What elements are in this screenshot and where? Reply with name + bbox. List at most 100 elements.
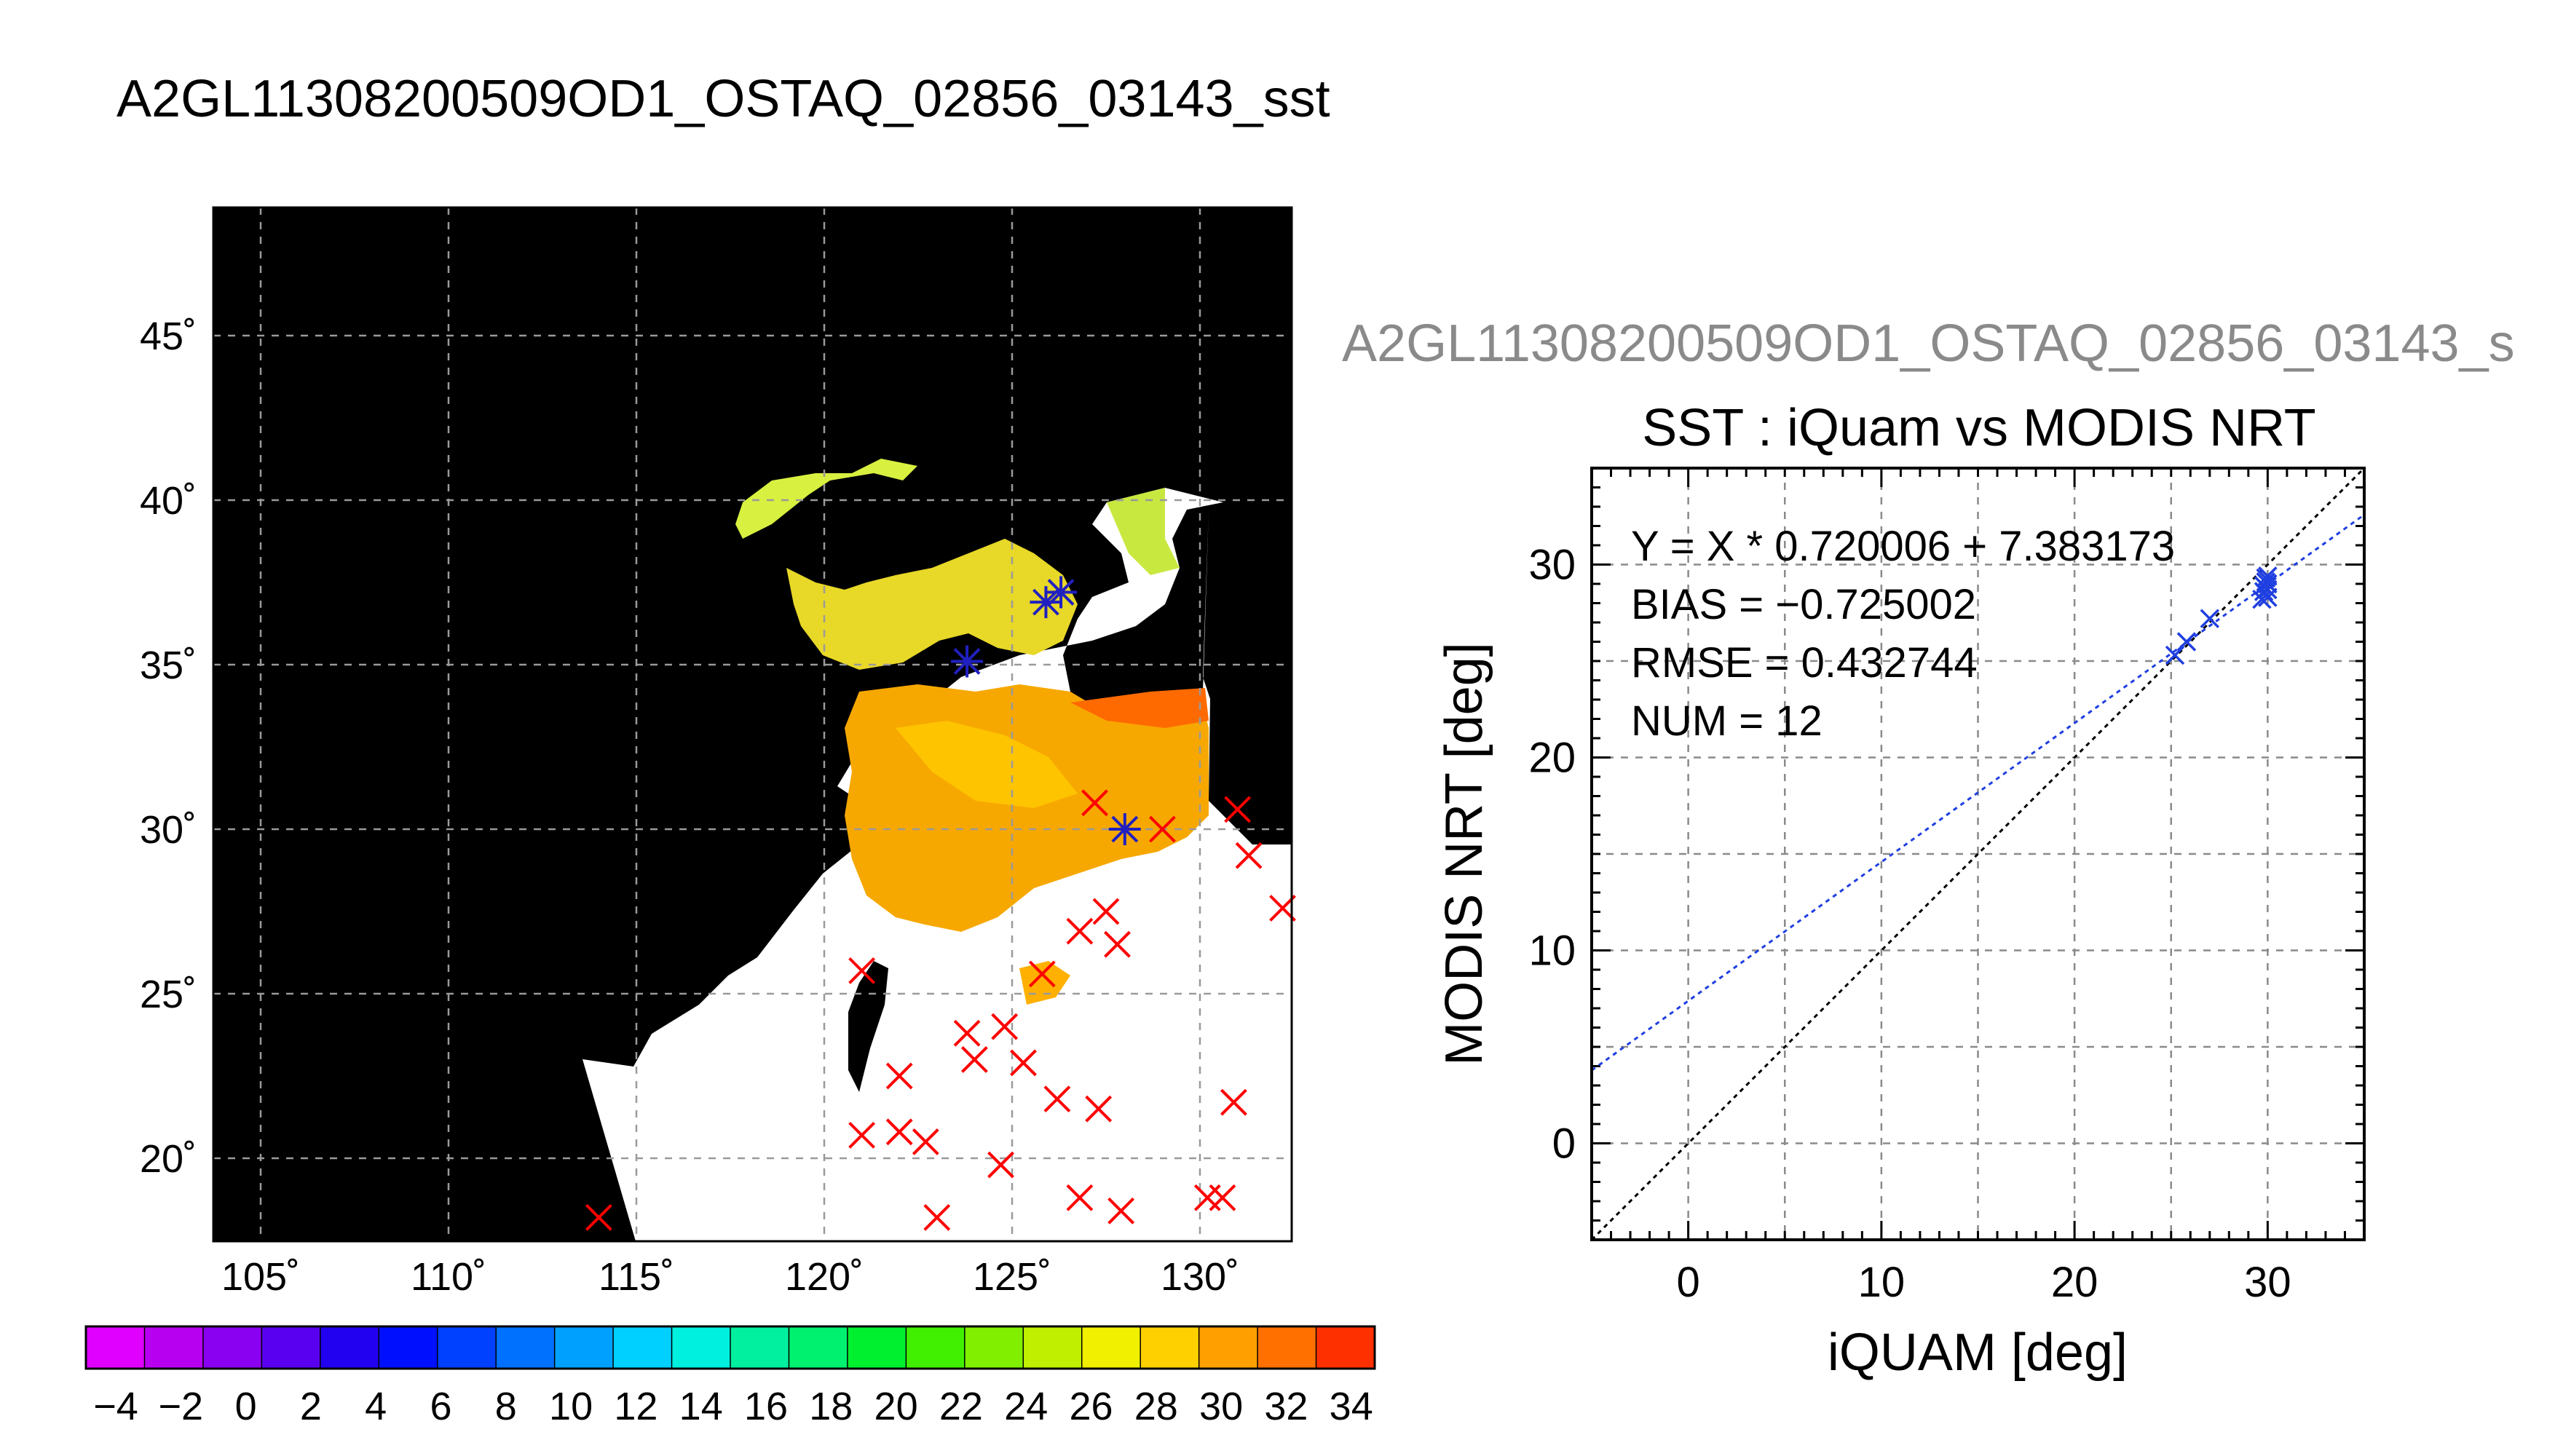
scatter-point [2258, 574, 2278, 594]
lon-tick-label: 130˚ [1161, 1255, 1239, 1299]
colorbar-swatch [1257, 1326, 1317, 1369]
colorbar-frame [84, 1325, 1376, 1370]
colorbar-swatch [789, 1326, 848, 1369]
scatter-point [2258, 587, 2278, 607]
map-marker-red [1066, 1184, 1094, 1211]
scatter-title: SST : iQuam vs MODIS NRT [1642, 399, 2316, 457]
colorbar-swatch [320, 1326, 379, 1369]
map-marker-red [1220, 1088, 1247, 1116]
map-marker-red [848, 957, 876, 984]
scatter-point [2165, 645, 2185, 665]
colorbar-label: 6 [430, 1385, 451, 1428]
x-tick-label: 10 [1858, 1259, 1906, 1306]
lon-tick-label: 110˚ [411, 1255, 486, 1299]
map-marker-red [1104, 930, 1131, 958]
colorbar-label: 32 [1264, 1385, 1308, 1428]
map-marker-red [1209, 1184, 1236, 1211]
sst-map: 105˚ 110˚ 115˚ 120˚ 125˚ 130˚ 20˚ 25˚ 30… [140, 206, 1296, 1299]
sst-yellow-patch [896, 721, 1078, 808]
lat-tick-label: 45˚ [140, 314, 197, 358]
map-marker-red [1010, 1049, 1037, 1077]
map-marker-red [1028, 960, 1056, 988]
colorbar-swatch [261, 1326, 321, 1369]
colorbar-label: 34 [1330, 1385, 1373, 1428]
map-marker-red [1066, 917, 1094, 945]
map-frame [212, 206, 1293, 1243]
x-axis-label: iQUAM [deg] [1828, 1324, 2128, 1382]
map-markers [585, 576, 1296, 1231]
sst-yellow-sea [786, 539, 1078, 670]
colorbar-label: −4 [93, 1385, 138, 1428]
map-marker-red [912, 1128, 939, 1155]
map-marker-red [848, 1121, 876, 1149]
colorbar-label: 12 [614, 1385, 657, 1428]
colorbar-swatch [906, 1326, 965, 1369]
map-marker-red [1224, 796, 1252, 823]
scatter-plot: 0 10 20 30 0 10 20 30 Y = X * 0.720006 + 7.3831… [1435, 467, 2366, 1382]
lat-tick-labels: 20˚ 25˚ 30˚ 35˚ 40˚ 45˚ [140, 314, 197, 1181]
map-marker-red [1092, 898, 1120, 925]
colorbar: −4 −2 0 2 4 6 8 10 12 14 16 18 20 22 24 26 28 30 32 34 [84, 1325, 1376, 1428]
scatter-point [2258, 579, 2278, 600]
scatter-point [2200, 609, 2220, 628]
scatter-file-label: A2GL11308200509OD1_OSTAQ_02856_03143_s [1342, 314, 2515, 373]
sst-bohai [735, 459, 917, 539]
scatter-point [2258, 566, 2278, 586]
map-marker-red [1043, 1085, 1071, 1113]
colorbar-swatch [202, 1326, 262, 1369]
colorbar-label: 0 [235, 1385, 257, 1428]
lat-tick-label: 25˚ [140, 973, 197, 1016]
map-marker-red [953, 1019, 981, 1047]
colorbar-swatch [964, 1326, 1024, 1369]
map-marker-red [885, 1118, 913, 1146]
lon-tick-label: 105˚ [221, 1255, 300, 1299]
map-marker-blue [951, 645, 984, 678]
sst-warm-band [1070, 688, 1209, 728]
lat-tick-label: 20˚ [140, 1137, 197, 1181]
colorbar-label: 22 [939, 1385, 983, 1428]
colorbar-swatch [1140, 1326, 1200, 1369]
scatter-lines [1592, 468, 2364, 1240]
colorbar-label: 28 [1134, 1385, 1178, 1428]
map-marker-blue [1108, 813, 1141, 845]
map-marker-blue [1045, 576, 1078, 609]
x-tick-label: 30 [2244, 1259, 2291, 1306]
colorbar-labels: −4 −2 0 2 4 6 8 10 12 14 16 18 20 22 24 26 28 30 32 34 [93, 1385, 1373, 1428]
stats-fit-equation: Y = X * 0.720006 + 7.383173 [1631, 523, 2175, 570]
y-tick-label: 30 [1528, 542, 1576, 589]
colorbar-swatch [613, 1326, 673, 1369]
stats-bias: BIAS = −0.725002 [1631, 581, 1976, 628]
y-tick-label: 10 [1528, 927, 1576, 975]
map-marker-red [987, 1151, 1014, 1179]
colorbar-swatch [1316, 1326, 1375, 1369]
colorbar-swatch [1081, 1326, 1141, 1369]
lon-tick-label: 125˚ [973, 1255, 1051, 1299]
lat-tick-label: 30˚ [140, 808, 197, 852]
colorbar-label: 16 [744, 1385, 788, 1428]
map-marker-red [960, 1045, 988, 1073]
map-marker-red [1085, 1095, 1113, 1123]
colorbar-label: 30 [1199, 1385, 1243, 1428]
colorbar-swatches [86, 1326, 1375, 1369]
identity-line [1592, 468, 2364, 1240]
lat-tick-label: 35˚ [140, 644, 197, 687]
y-axis-label: MODIS NRT [deg] [1435, 642, 1493, 1066]
lon-tick-label: 120˚ [785, 1255, 864, 1299]
colorbar-swatch [1198, 1326, 1258, 1369]
map-marker-red [885, 1062, 913, 1090]
colorbar-swatch [379, 1326, 438, 1369]
lon-tick-label: 115˚ [599, 1255, 674, 1299]
fit-line [1592, 513, 2364, 1072]
y-tick-label: 20 [1528, 735, 1576, 782]
x-tick-label: 20 [2051, 1259, 2098, 1306]
scatter-gridlines [1592, 468, 2364, 1240]
colorbar-swatch [144, 1326, 204, 1369]
colorbar-label: 14 [679, 1385, 723, 1428]
colorbar-swatch [437, 1326, 497, 1369]
map-marker-red [1081, 789, 1108, 817]
colorbar-label: −2 [159, 1385, 204, 1428]
colorbar-swatch [671, 1326, 731, 1369]
colorbar-label: 20 [874, 1385, 918, 1428]
colorbar-swatch [554, 1326, 614, 1369]
